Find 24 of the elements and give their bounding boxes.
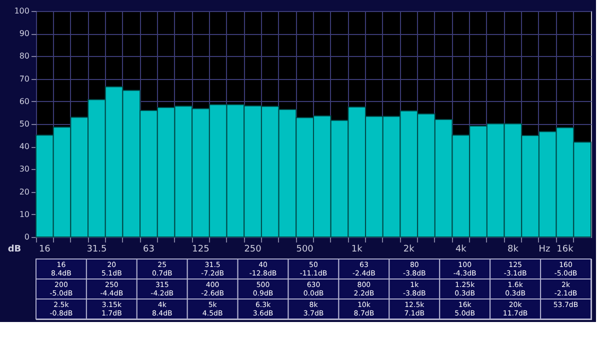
x-tick-label: 63 <box>143 244 154 254</box>
x-tick-label: 31.5 <box>86 244 107 254</box>
x-tick-label: 125 <box>192 244 210 254</box>
y-axis-title: dB <box>8 244 22 254</box>
y-tick-label: 100 <box>14 6 30 16</box>
y-tick-label: 90 <box>19 29 30 38</box>
y-tick-label: 50 <box>19 120 30 128</box>
y-tick-label: 60 <box>19 96 30 106</box>
x-tick-label: 8k <box>507 244 520 254</box>
y-tick-label: 70 <box>19 74 30 84</box>
x-tick-label: 500 <box>296 244 314 254</box>
x-tick-label: 250 <box>244 244 262 254</box>
x-tick-label: 16 <box>38 244 51 254</box>
x-tick-label: 4k <box>455 244 468 254</box>
y-tick-label: 0 <box>24 232 30 242</box>
y-tick-label: 40 <box>19 142 30 152</box>
x-axis-title: Hz <box>538 244 551 254</box>
x-tick-label: 2k <box>403 244 416 254</box>
x-tick-label: 16k <box>556 244 574 254</box>
y-tick-label: 80 <box>19 52 30 61</box>
y-tick-label: 30 <box>19 164 30 174</box>
y-tick-label: 10 <box>19 210 30 219</box>
y-tick-label: 20 <box>19 187 30 196</box>
x-tick-label: 1k <box>351 244 364 254</box>
